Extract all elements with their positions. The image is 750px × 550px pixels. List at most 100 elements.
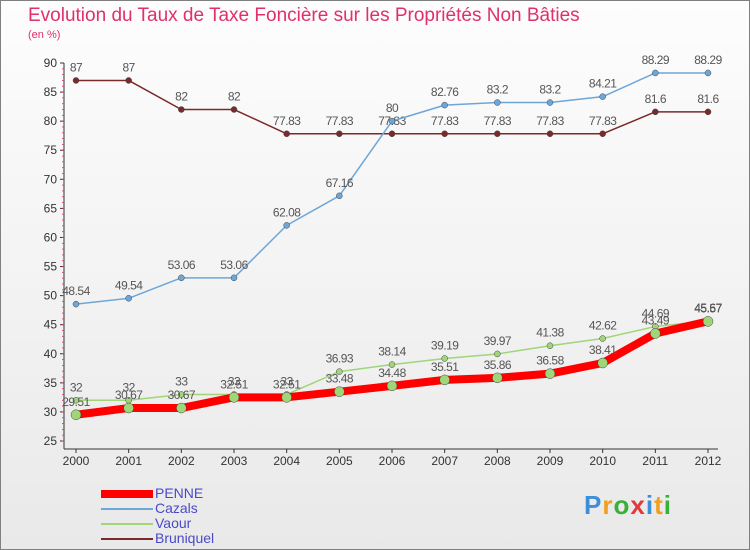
data-label-penne: 33.48 [326, 372, 354, 386]
data-label-cazals: 49.54 [115, 278, 143, 292]
data-label-penne: 29.51 [62, 395, 90, 409]
data-point-cazals [494, 99, 501, 106]
logo-letter: i [645, 490, 655, 520]
data-label-cazals: 82.76 [431, 85, 459, 99]
data-point-penne [702, 316, 714, 327]
legend-item-cazals: Cazals [101, 500, 321, 516]
data-label-bruniquel: 81.6 [697, 92, 719, 106]
data-label-bruniquel: 77.83 [273, 114, 301, 128]
data-label-bruniquel: 82 [228, 90, 241, 104]
data-point-bruniquel [704, 108, 712, 116]
data-point-penne [123, 402, 134, 414]
data-label-penne: 30.67 [168, 388, 196, 402]
logo-letter: i [663, 490, 672, 520]
data-point-vaour [546, 342, 554, 349]
data-label-penne: 45.57 [694, 301, 722, 315]
data-label-cazals: 62.08 [273, 205, 301, 219]
x-tick-label: 2008 [484, 454, 511, 468]
data-point-cazals [652, 69, 659, 77]
y-tick-label: 50 [44, 289, 58, 303]
data-label-vaour: 33 [280, 374, 293, 388]
data-label-vaour: 33 [175, 374, 188, 388]
legend-item-penne: PENNE [101, 485, 321, 501]
data-label-bruniquel: 77.83 [431, 114, 459, 128]
data-point-cazals [178, 274, 185, 282]
data-point-penne [492, 372, 503, 384]
data-point-cazals [599, 93, 606, 100]
data-point-cazals [546, 99, 554, 106]
x-tick-label: 2006 [379, 454, 406, 468]
legend-swatch [101, 490, 153, 498]
data-point-penne [334, 386, 345, 397]
logo-letter: t [654, 490, 664, 520]
data-point-bruniquel [72, 77, 80, 84]
data-label-vaour: 32 [122, 380, 135, 394]
data-label-cazals: 67.16 [326, 176, 354, 190]
data-point-penne [544, 368, 556, 379]
data-label-cazals: 83.2 [539, 83, 561, 97]
logo-letter: P [584, 490, 603, 520]
data-point-penne [228, 392, 240, 403]
x-tick-label: 2000 [63, 454, 90, 468]
data-point-cazals [283, 222, 290, 229]
y-tick-label: 45 [44, 318, 58, 332]
data-label-cazals: 88.29 [694, 53, 722, 67]
y-tick-label: 30 [44, 405, 58, 419]
x-tick-label: 2011 [642, 454, 668, 468]
data-point-vaour [494, 350, 501, 358]
data-point-cazals [230, 274, 238, 282]
data-label-bruniquel: 87 [122, 60, 135, 74]
data-label-vaour: 39.19 [431, 338, 459, 352]
y-tick-label: 65 [44, 201, 58, 215]
data-label-penne: 34.48 [378, 366, 406, 380]
data-label-bruniquel: 82 [175, 90, 188, 104]
y-tick-label: 70 [44, 172, 58, 186]
data-label-cazals: 53.06 [168, 258, 196, 272]
data-label-penne: 38.41 [589, 343, 617, 357]
data-label-cazals: 48.54 [62, 284, 90, 298]
y-tick-label: 90 [44, 56, 58, 70]
legend-item-bruniquel: Bruniquel [101, 530, 321, 546]
chart-subtitle: (en %) [28, 29, 61, 41]
data-point-bruniquel [652, 108, 659, 116]
x-tick-label: 2005 [326, 454, 353, 468]
data-label-vaour: 41.38 [536, 326, 564, 340]
data-point-penne [176, 402, 187, 414]
data-point-cazals [336, 192, 343, 200]
logo-letter: o [613, 490, 631, 520]
x-tick-label: 2007 [431, 454, 458, 468]
data-point-bruniquel [388, 130, 396, 138]
legend-label: Cazals [155, 500, 198, 516]
y-tick-label: 80 [44, 114, 58, 128]
legend-swatch [101, 508, 153, 510]
data-label-bruniquel: 77.83 [326, 114, 354, 128]
data-point-bruniquel [283, 130, 290, 138]
data-label-vaour: 45.67 [694, 301, 722, 315]
data-point-bruniquel [230, 106, 238, 113]
data-point-bruniquel [441, 130, 448, 138]
data-label-cazals: 84.21 [589, 77, 617, 91]
data-point-penne [439, 374, 450, 386]
y-tick-label: 85 [44, 85, 58, 99]
data-point-penne [650, 328, 661, 339]
data-label-bruniquel: 87 [70, 60, 83, 74]
data-label-bruniquel: 77.83 [536, 114, 564, 128]
data-point-vaour [72, 397, 80, 404]
data-label-penne: 30.67 [115, 388, 143, 402]
data-label-vaour: 38.14 [378, 345, 406, 359]
x-tick-label: 2002 [168, 454, 195, 468]
data-point-bruniquel [125, 77, 132, 84]
data-label-cazals: 88.29 [642, 53, 670, 67]
x-tick-label: 2003 [221, 454, 248, 468]
proxiti-logo: Proxiti [584, 490, 672, 521]
data-point-cazals [125, 295, 132, 302]
x-tick-label: 2009 [537, 454, 564, 468]
data-point-bruniquel [494, 130, 501, 138]
x-tick-label: 2010 [589, 454, 616, 468]
data-label-penne: 43.49 [642, 313, 670, 327]
legend-label: Vaour [155, 515, 192, 531]
data-label-bruniquel: 77.83 [484, 114, 512, 128]
data-point-vaour [441, 355, 448, 362]
x-tick-label: 2012 [695, 454, 722, 468]
